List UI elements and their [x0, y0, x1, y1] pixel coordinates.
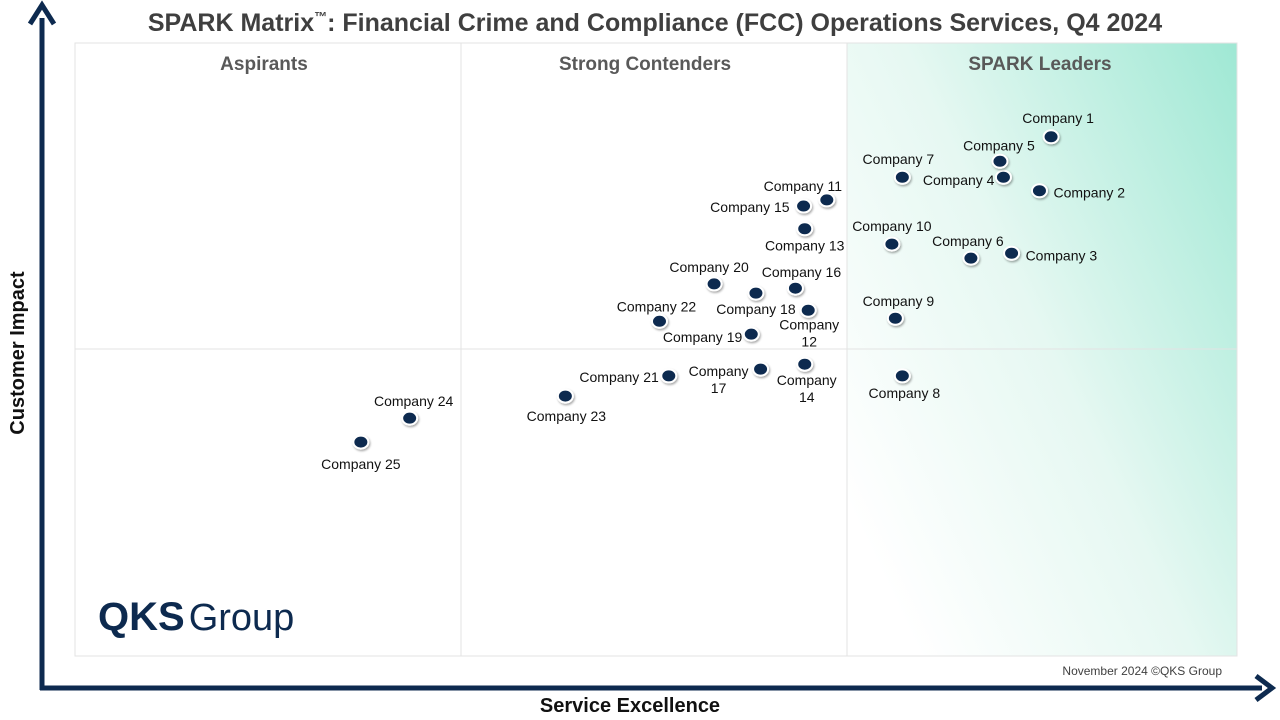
data-point-company-11: Company 11 — [764, 178, 843, 208]
point-marker — [650, 313, 668, 329]
point-marker — [796, 221, 814, 237]
y-axis-arrow — [27, 0, 57, 690]
data-point-company-9: Company 9 — [863, 293, 935, 326]
point-label: Company 23 — [527, 408, 607, 424]
data-point-company-20: Company 20 — [669, 259, 749, 292]
point-marker — [886, 310, 904, 326]
point-marker — [991, 153, 1009, 169]
point-label: Company 24 — [374, 393, 454, 409]
data-point-company-22: Company 22 — [617, 298, 697, 329]
point-marker — [818, 192, 836, 208]
data-point-company-18: Company 18 — [716, 285, 796, 317]
quadrant-label-spark-leaders: SPARK Leaders — [968, 54, 1111, 75]
point-marker — [786, 280, 804, 296]
data-point-company-25: Company 25 — [321, 434, 401, 472]
data-point-company-14: Company 14 — [777, 356, 837, 405]
point-marker — [556, 388, 574, 404]
point-label: Company 16 — [762, 264, 842, 280]
point-marker — [893, 169, 911, 185]
point-label: Company 6 — [932, 233, 1004, 249]
data-point-company-21: Company 21 — [579, 368, 678, 385]
data-point-company-1: Company 1 — [1022, 110, 1094, 145]
data-point-company-4: Company 4 — [923, 169, 1012, 188]
data-points: Company 1 Company 2 Company 3 Company 4 Comp… — [321, 110, 1125, 472]
point-marker — [994, 169, 1012, 185]
point-label: Company 17 — [689, 363, 749, 396]
point-label: Company 8 — [869, 385, 941, 401]
point-marker — [796, 356, 814, 372]
point-marker — [752, 361, 770, 377]
point-marker — [883, 236, 901, 252]
qks-group-logo: QKS Group — [98, 595, 294, 639]
point-label: Company 9 — [863, 293, 935, 309]
point-label: Company 2 — [1053, 185, 1125, 201]
point-marker — [1003, 245, 1021, 261]
data-point-company-2: Company 2 — [1030, 183, 1125, 201]
data-point-company-15: Company 15 — [710, 198, 813, 215]
data-point-company-16: Company 16 — [762, 264, 842, 296]
point-label: Company 4 — [923, 172, 995, 188]
point-marker — [352, 434, 370, 450]
point-label: Company 7 — [863, 151, 935, 167]
data-point-company-17: Company 17 — [689, 361, 770, 396]
point-label: Company 3 — [1026, 247, 1098, 263]
point-label: Company 18 — [716, 301, 796, 317]
point-marker — [705, 276, 723, 292]
data-point-company-10: Company 10 — [852, 218, 932, 252]
quadrant-label-aspirants: Aspirants — [220, 54, 308, 75]
point-label: Company 13 — [765, 238, 845, 254]
point-marker — [742, 326, 760, 342]
data-point-company-5: Company 5 — [963, 137, 1035, 169]
point-marker — [747, 285, 765, 301]
x-axis-arrow — [40, 674, 1277, 702]
point-label: Company 12 — [779, 316, 839, 349]
data-point-company-19: Company 19 — [663, 326, 760, 345]
point-marker — [401, 410, 419, 426]
point-marker — [1030, 183, 1048, 199]
point-label: Company 19 — [663, 329, 743, 345]
quadrant-label-strong-contenders: Strong Contenders — [559, 54, 731, 75]
point-label: Company 5 — [963, 137, 1035, 153]
y-axis-label: Customer Impact — [7, 271, 29, 435]
point-label: Company 10 — [852, 218, 932, 234]
point-label: Company 21 — [579, 369, 659, 385]
data-point-company-3: Company 3 — [1003, 245, 1098, 263]
point-label: Company 14 — [777, 372, 837, 405]
point-label: Company 22 — [617, 298, 697, 314]
data-point-company-23: Company 23 — [527, 388, 607, 424]
point-marker — [660, 368, 678, 384]
point-marker — [1042, 129, 1060, 145]
data-point-company-13: Company 13 — [765, 221, 845, 254]
footer-note: November 2024 ©QKS Group — [1062, 664, 1222, 678]
point-marker — [962, 250, 980, 266]
point-marker — [795, 198, 813, 214]
point-label: Company 11 — [764, 178, 843, 194]
point-marker — [893, 368, 911, 384]
chart-title: SPARK Matrix™: Financial Crime and Compl… — [148, 9, 1162, 37]
point-label: Company 1 — [1022, 110, 1094, 126]
data-point-company-24: Company 24 — [374, 393, 454, 426]
point-label: Company 25 — [321, 456, 401, 472]
data-point-company-6: Company 6 — [932, 233, 1004, 266]
point-marker — [799, 302, 817, 318]
x-axis-label: Service Excellence — [540, 695, 720, 717]
data-point-company-7: Company 7 — [863, 151, 935, 185]
point-label: Company 15 — [710, 199, 790, 215]
data-point-company-8: Company 8 — [869, 368, 941, 401]
data-point-company-12: Company 12 — [779, 302, 839, 349]
point-label: Company 20 — [669, 259, 749, 275]
